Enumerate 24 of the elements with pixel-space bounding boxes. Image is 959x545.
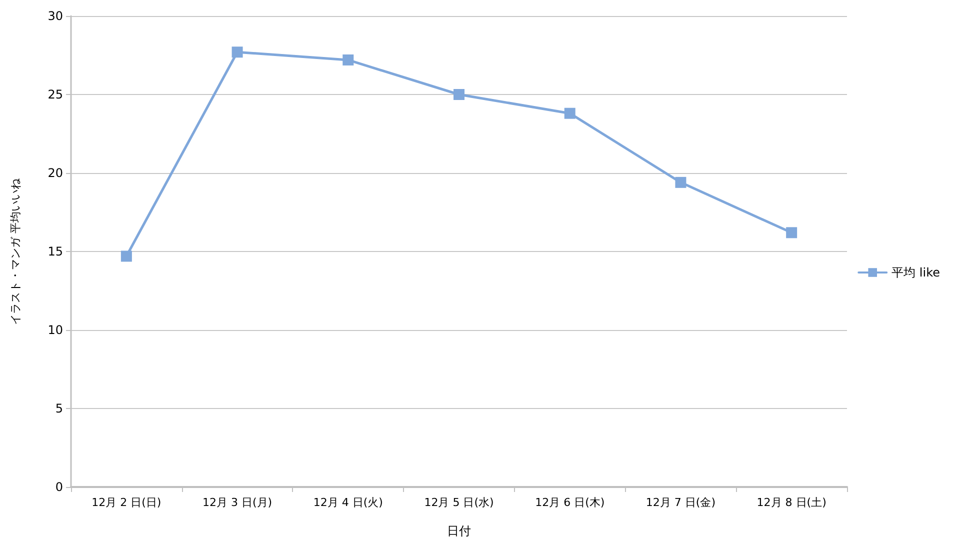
y-tick-label: 15	[48, 244, 63, 258]
y-tick-label: 30	[48, 9, 63, 23]
y-tick-label: 25	[48, 88, 63, 102]
x-tick-label: 12月 7 日(金)	[646, 496, 716, 509]
point	[675, 176, 686, 188]
x-tick-label: 12月 5 日(水)	[424, 496, 494, 509]
y-tick-label: 5	[55, 402, 63, 416]
point	[232, 46, 243, 58]
x-tick-label: 12月 3 日(月)	[202, 496, 272, 509]
x-axis-title: 日付	[447, 524, 471, 538]
point	[120, 250, 132, 262]
y-tick-label: 0	[55, 480, 63, 494]
point	[454, 89, 464, 100]
x-tick-label: 12月 2 日(日)	[92, 496, 162, 509]
x-tick-label: 12月 4 日(火)	[313, 496, 383, 509]
legend-label: 平均 like	[892, 266, 940, 280]
y-tick-label: 10	[48, 323, 63, 337]
point	[564, 108, 576, 119]
y-tick-label: 20	[48, 166, 63, 180]
y-axis-title: イラスト・マンガ 平均いいね	[9, 177, 22, 325]
point	[342, 54, 354, 66]
x-tick-label: 12月 8 日(土)	[756, 496, 826, 509]
point	[786, 227, 798, 238]
x-tick-label: 12月 6 日(木)	[535, 496, 605, 509]
